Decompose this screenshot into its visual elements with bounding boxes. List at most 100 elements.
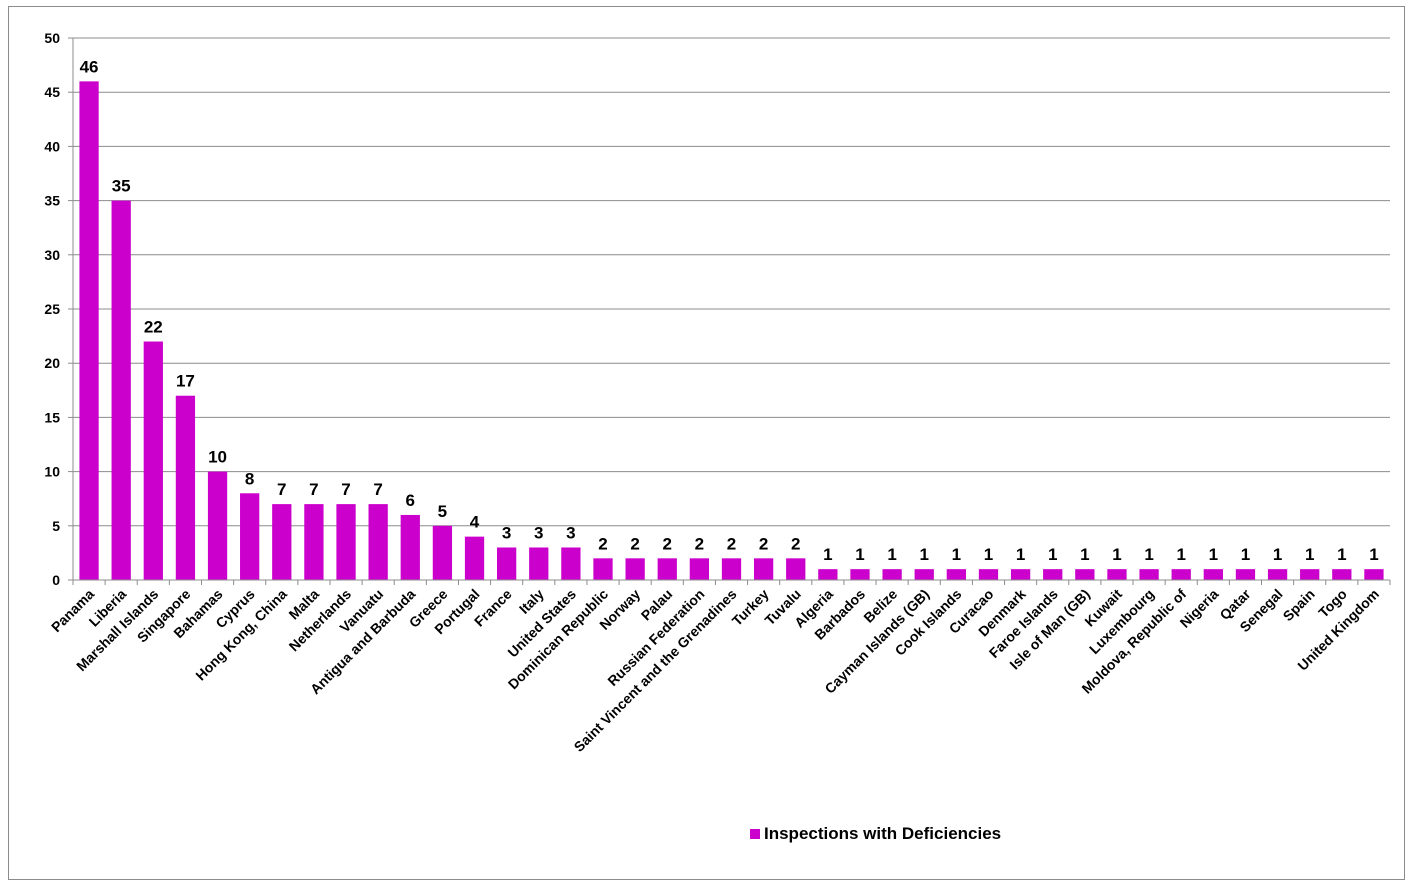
bar xyxy=(753,558,774,580)
data-label: 1 xyxy=(1176,545,1185,564)
bar xyxy=(400,514,420,580)
y-tick-label: 25 xyxy=(44,301,60,317)
bar xyxy=(464,536,485,580)
y-tick-label: 45 xyxy=(44,84,60,100)
data-label: 1 xyxy=(1080,545,1089,564)
bar xyxy=(1107,569,1127,580)
x-category-label: Spain xyxy=(1280,586,1318,624)
data-label: 2 xyxy=(759,534,768,553)
data-label: 8 xyxy=(245,469,254,488)
data-label: 2 xyxy=(695,534,704,553)
bar xyxy=(111,200,131,580)
y-tick-label: 20 xyxy=(44,355,60,371)
y-tick-label: 10 xyxy=(44,464,60,480)
bar xyxy=(1300,569,1320,580)
bar xyxy=(689,558,710,580)
bar xyxy=(272,504,292,580)
y-tick-label: 30 xyxy=(44,247,60,263)
data-label: 1 xyxy=(952,545,961,564)
bar xyxy=(529,547,549,580)
bar xyxy=(1235,569,1256,580)
gridlines xyxy=(68,37,1390,581)
data-label: 7 xyxy=(277,480,286,499)
data-label: 2 xyxy=(598,534,607,553)
data-label: 1 xyxy=(855,545,864,564)
data-label: 1 xyxy=(823,545,832,564)
data-label: 1 xyxy=(1048,545,1057,564)
y-tick-label: 35 xyxy=(44,193,60,209)
data-label: 7 xyxy=(309,480,318,499)
bar xyxy=(1332,569,1352,580)
bar xyxy=(914,569,934,580)
bar xyxy=(79,81,99,581)
bar xyxy=(207,471,228,580)
bar xyxy=(786,558,806,580)
data-label: 1 xyxy=(1112,545,1121,564)
bar xyxy=(1171,569,1191,580)
data-label: 7 xyxy=(341,480,350,499)
data-label: 1 xyxy=(1369,545,1378,564)
data-label: 1 xyxy=(1016,545,1025,564)
data-label: 1 xyxy=(1337,545,1346,564)
bar xyxy=(1010,569,1031,580)
y-tick-label: 50 xyxy=(44,30,60,46)
data-label: 1 xyxy=(1144,545,1153,564)
y-tick-label: 0 xyxy=(52,572,60,588)
bar xyxy=(657,558,677,580)
data-label: 10 xyxy=(208,448,227,467)
data-label: 7 xyxy=(373,480,382,499)
bar xyxy=(1139,569,1159,580)
axes xyxy=(72,38,1391,585)
data-label: 5 xyxy=(438,502,447,521)
bars xyxy=(79,81,1384,581)
bar xyxy=(143,341,163,580)
bar xyxy=(946,569,966,580)
y-tick-label: 15 xyxy=(44,409,60,425)
bar xyxy=(1267,569,1288,580)
data-label: 6 xyxy=(406,491,415,510)
data-label: 17 xyxy=(176,372,195,391)
bar xyxy=(1043,569,1063,580)
bar xyxy=(850,569,870,580)
data-label: 3 xyxy=(566,523,575,542)
y-tick-label: 5 xyxy=(52,518,60,534)
data-label: 4 xyxy=(470,513,480,532)
data-label: 1 xyxy=(919,545,928,564)
data-label: 1 xyxy=(1305,545,1314,564)
chart-frame: 0 5 10 15 20 25 30 35 40 45 50 Panama Liberia Marsha… xyxy=(8,6,1405,880)
data-label: 2 xyxy=(630,534,639,553)
data-label: 3 xyxy=(534,523,543,542)
bar xyxy=(432,525,453,580)
data-label: 1 xyxy=(1273,545,1282,564)
data-label: 35 xyxy=(112,177,131,196)
bar xyxy=(240,493,260,580)
data-label: 46 xyxy=(80,57,99,76)
y-tick-labels: 0 5 10 15 20 25 30 35 40 45 50 xyxy=(44,30,60,588)
bar xyxy=(978,569,999,580)
data-label: 2 xyxy=(663,534,672,553)
data-label: 2 xyxy=(727,534,736,553)
bar xyxy=(1203,569,1223,580)
bar xyxy=(368,504,388,580)
bar xyxy=(497,547,517,580)
data-label: 1 xyxy=(984,545,993,564)
bar xyxy=(336,504,356,580)
bar xyxy=(1075,569,1095,580)
data-label: 3 xyxy=(502,523,511,542)
bar xyxy=(625,558,645,580)
data-label: 1 xyxy=(1241,545,1250,564)
bar xyxy=(1364,569,1384,580)
y-tick-label: 40 xyxy=(44,138,60,154)
x-category-label: Panama xyxy=(48,586,97,635)
data-label: 22 xyxy=(144,318,163,337)
bar xyxy=(818,569,838,580)
data-label: 1 xyxy=(887,545,896,564)
bar xyxy=(593,558,613,580)
bar xyxy=(561,547,581,580)
legend: Inspections with Deficiencies xyxy=(750,824,1001,844)
bar xyxy=(721,558,742,580)
data-label: 1 xyxy=(1209,545,1218,564)
